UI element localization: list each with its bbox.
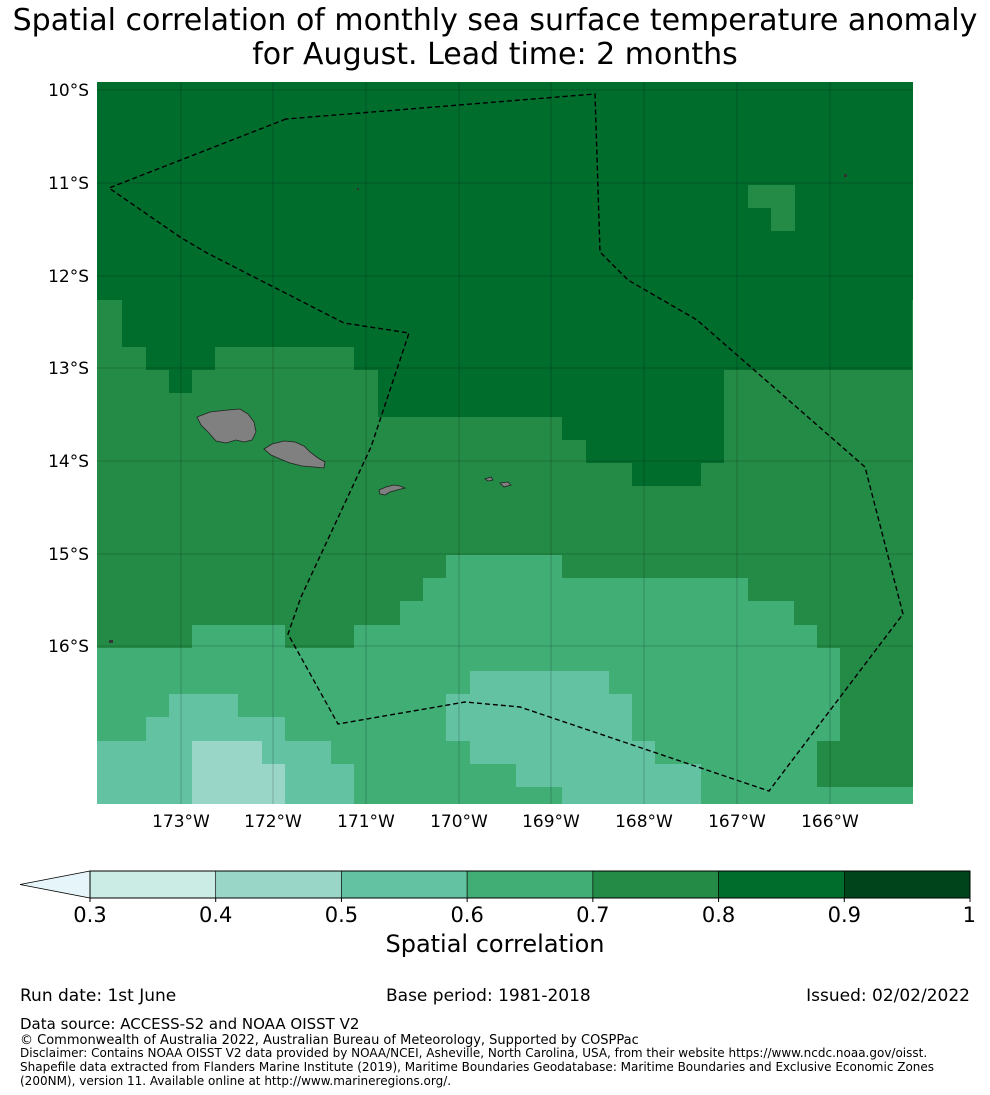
colorbar-tick-label: 0.4: [199, 903, 232, 927]
lat-tick-label: 12°S: [48, 267, 89, 287]
lon-tick-label: 167°W: [708, 812, 766, 832]
islet-swains: [357, 188, 359, 190]
correlation-map: [97, 82, 913, 804]
colorbar-segment: [341, 870, 468, 899]
lat-tick-label: 10°S: [48, 81, 89, 101]
island-tau: [499, 481, 512, 488]
colorbar-tick-label: 0.9: [828, 903, 861, 927]
region-0.4-0.5: [192, 741, 285, 804]
lat-tick-label: 15°S: [48, 545, 89, 565]
map-title: Spatial correlation of monthly sea surfa…: [0, 4, 990, 72]
island-ofu: [484, 476, 494, 482]
lon-tick-label: 171°W: [337, 812, 395, 832]
region-0.5-0.6-south: [446, 671, 701, 804]
lat-tick-label: 14°S: [48, 452, 89, 472]
colorbar-tick-label: 1: [963, 903, 976, 927]
lon-tick-label: 168°W: [615, 812, 673, 832]
latitude-labels: 10°S 11°S 12°S 13°S 14°S 15°S 16°S: [48, 81, 89, 657]
colorbar-segment: [592, 870, 719, 899]
colorbar-frame: [89, 870, 971, 899]
colorbar-tick-label: 0.5: [325, 903, 358, 927]
lon-tick-label: 170°W: [430, 812, 488, 832]
colorbar-tick-label: 0.8: [702, 903, 735, 927]
run-date: Run date: 1st June: [20, 986, 177, 1006]
island-tutuila: [378, 484, 407, 496]
title-line-1: Spatial correlation of monthly sea surfa…: [12, 3, 978, 38]
colorbar-segment: [843, 870, 971, 899]
land-masses: [196, 408, 512, 496]
island-savaii: [196, 408, 257, 444]
disclaimer: Disclaimer: Contains NOAA OISST V2 data …: [20, 1046, 935, 1088]
islet-tokelau: [844, 174, 847, 177]
colorbar-label: Spatial correlation: [385, 930, 605, 958]
title-line-2: for August. Lead time: 2 months: [252, 37, 738, 72]
region-0.8-0.9: [97, 82, 913, 486]
islet-west: [109, 640, 113, 643]
colorbar-segment: [718, 870, 845, 899]
lon-tick-label: 172°W: [244, 812, 302, 832]
island-upolu: [263, 440, 326, 469]
copyright: © Commonwealth of Australia 2022, Austra…: [20, 1033, 639, 1048]
longitude-labels: 173°W 172°W 171°W 170°W 169°W 168°W 167°W 166°W: [152, 812, 859, 832]
colorbar-extend-arrow: [19, 870, 91, 899]
eez-boundary-samoa: [107, 93, 904, 792]
colorbar: 0.3 0.4 0.5 0.6 0.7 0.8 0.9 1: [19, 870, 976, 927]
issued-date: Issued: 02/02/2022: [806, 986, 970, 1006]
lon-tick-label: 166°W: [801, 812, 859, 832]
lat-tick-label: 13°S: [48, 359, 89, 379]
region-0.7-0.8-patch: [748, 185, 795, 231]
lon-tick-label: 169°W: [522, 812, 580, 832]
colorbar-tick-label: 0.6: [450, 903, 483, 927]
colorbar-segment: [215, 870, 342, 899]
colorbar-tick-label: 0.3: [73, 903, 106, 927]
colorbar-tick-label: 0.7: [576, 903, 609, 927]
colorbar-segment: [89, 870, 217, 899]
lat-tick-label: 11°S: [48, 174, 89, 194]
lon-tick-label: 173°W: [152, 812, 210, 832]
colorbar-segment: [466, 870, 594, 899]
data-source: Data source: ACCESS-S2 and NOAA OISST V2: [20, 1015, 360, 1033]
map-gridlines: [97, 82, 913, 804]
base-period: Base period: 1981-2018: [386, 986, 591, 1006]
lat-tick-label: 16°S: [48, 637, 89, 657]
